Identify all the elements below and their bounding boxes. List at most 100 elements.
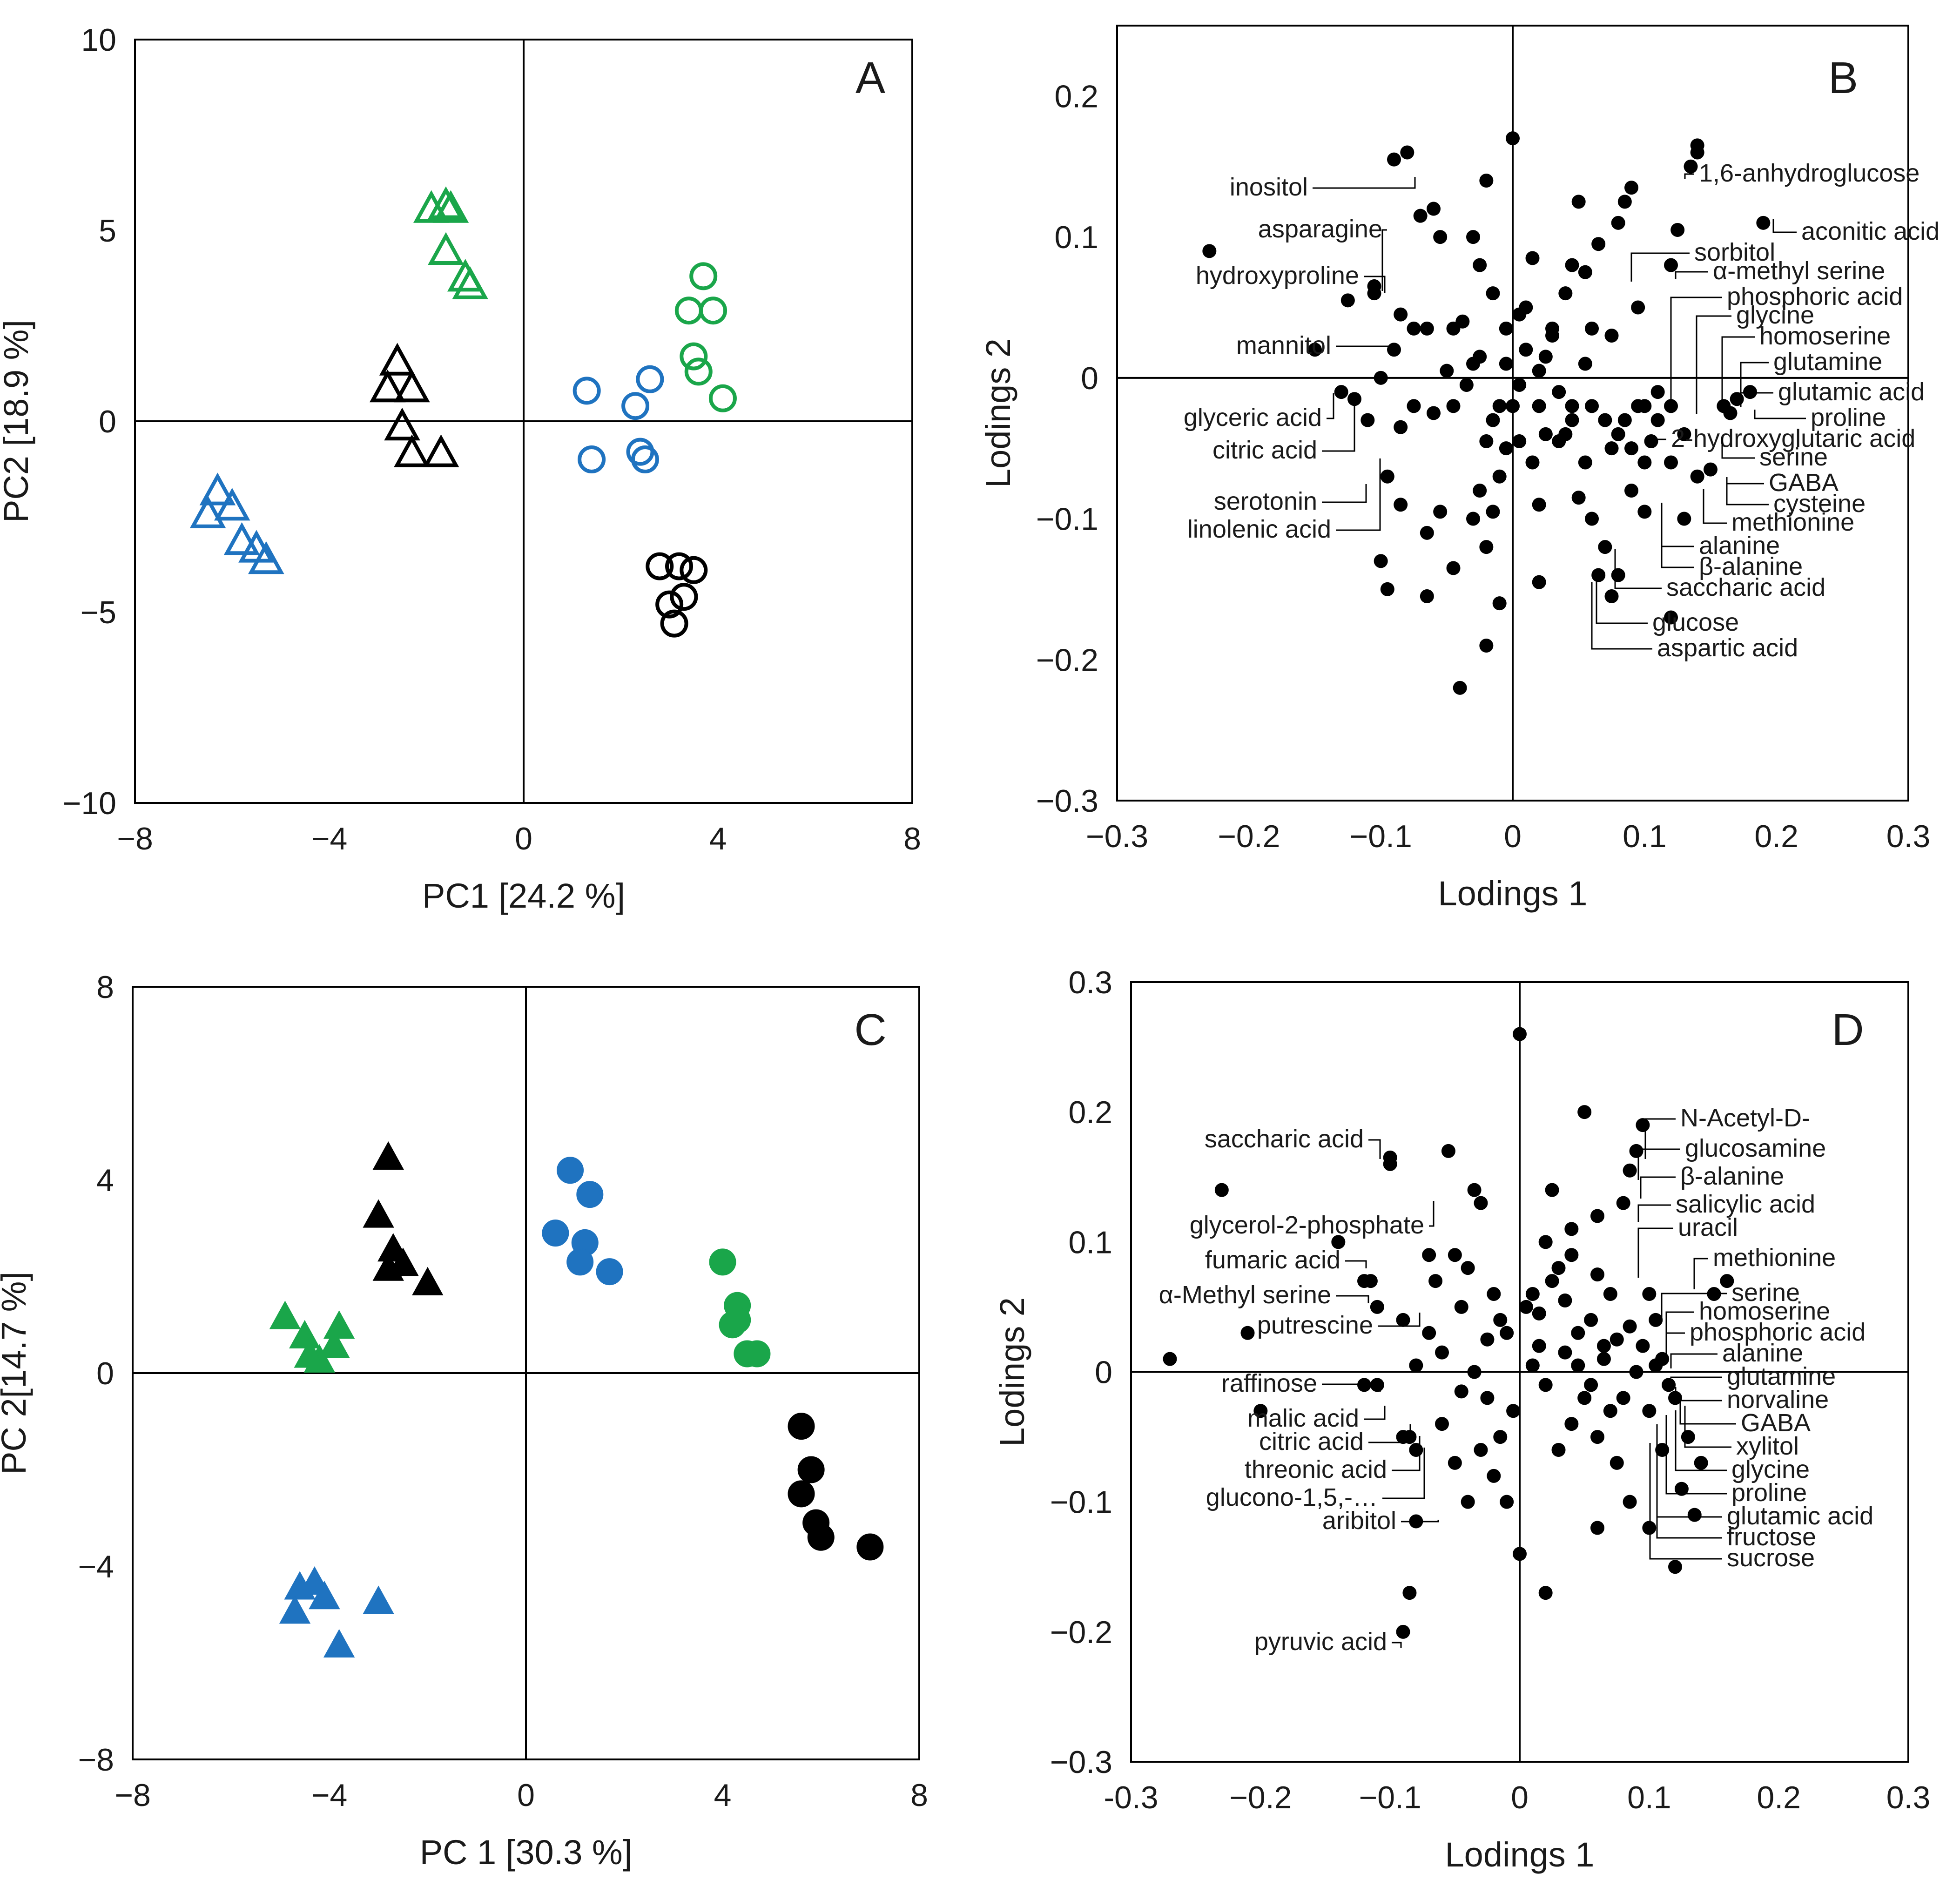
black-triangle-filled-point xyxy=(412,1267,444,1295)
point-label: alanine xyxy=(1699,532,1780,559)
black-circle-filled-point xyxy=(788,1480,815,1508)
loading-point xyxy=(1474,1443,1488,1457)
y-tick-label: −0.2 xyxy=(1036,642,1098,678)
label-leader-line xyxy=(1661,503,1694,547)
loading-point xyxy=(1479,639,1494,653)
blue-circle-open-point xyxy=(636,365,664,393)
green-triangle-filled-point xyxy=(318,1329,350,1358)
loading-point xyxy=(1525,251,1540,265)
loading-point xyxy=(1506,399,1520,413)
point-label: GABA xyxy=(1769,469,1839,497)
y-axis-title: Lodings 2 xyxy=(993,1297,1031,1447)
loading-point xyxy=(1433,505,1448,519)
loading-point xyxy=(1565,399,1579,413)
loading-point xyxy=(1604,441,1619,456)
loading-point xyxy=(1677,512,1691,526)
point-label: aspartic acid xyxy=(1657,634,1798,662)
loading-point xyxy=(1487,1469,1501,1483)
x-tick-label: −4 xyxy=(311,821,348,856)
loading-point xyxy=(1374,371,1388,385)
loading-point xyxy=(1604,329,1619,343)
label-leader-line xyxy=(1665,1311,1694,1336)
loading-point xyxy=(1687,1508,1702,1522)
x-tick-label: −8 xyxy=(115,1778,151,1813)
blue-triangle-open-point xyxy=(223,522,260,555)
point-label: serine xyxy=(1731,1279,1800,1307)
loading-point xyxy=(1603,1404,1617,1418)
loading-point xyxy=(1493,1313,1508,1327)
black-triangle-open-point xyxy=(379,343,416,376)
green-triangle-open-point xyxy=(413,190,450,223)
point-label: alanine xyxy=(1722,1339,1803,1367)
loading-point xyxy=(1598,413,1612,427)
loading-point xyxy=(1519,1300,1533,1314)
point-label: glucose xyxy=(1652,608,1739,636)
loading-point xyxy=(1538,350,1553,364)
point-label: inositol xyxy=(1230,173,1308,201)
black-circle-filled-point xyxy=(797,1456,825,1483)
loading-point xyxy=(1448,1455,1462,1470)
label-leader-line xyxy=(1630,252,1690,282)
loading-point xyxy=(1591,568,1606,582)
label-leader-line xyxy=(1675,1410,1727,1471)
blue-triangle-open-point xyxy=(189,495,226,528)
green-circle-open-point xyxy=(674,296,703,325)
loading-point xyxy=(1479,174,1494,188)
loading-point xyxy=(1571,1326,1585,1340)
point-label: malic acid xyxy=(1247,1404,1359,1432)
y-axis-title: PC 2[14.7 %] xyxy=(0,1272,33,1475)
x-tick-label: 0.1 xyxy=(1627,1780,1671,1815)
loading-point xyxy=(1479,540,1494,554)
blue-circle-open-point xyxy=(631,445,659,473)
x-tick-label: 0 xyxy=(515,821,532,856)
loading-point xyxy=(1664,455,1678,470)
green-circle-filled-point xyxy=(709,1248,736,1276)
panel-c: −8 −4 0 4 8 −8 −4 0 4 8 PC 1 [30.3 %] PC 2[14.7 %] C xyxy=(0,970,928,1872)
loading-point xyxy=(1564,1417,1579,1431)
loading-point xyxy=(1681,1430,1695,1444)
label-leader-line xyxy=(1684,173,1694,179)
black-triangle-open-point xyxy=(384,407,420,441)
loading-point xyxy=(1623,1163,1637,1178)
label-leader-line xyxy=(1670,1376,1722,1378)
loading-point xyxy=(1668,1560,1682,1574)
loading-point xyxy=(1340,293,1355,308)
point-label: mannitol xyxy=(1236,331,1331,359)
point-label: 2-hydroxyglutaric acid xyxy=(1671,424,1915,452)
loading-point xyxy=(1413,209,1428,223)
point-label: methionine xyxy=(1731,508,1854,536)
panel-letter: A xyxy=(855,53,885,103)
loading-point xyxy=(1590,1267,1604,1282)
y-tick-label: 0 xyxy=(99,404,116,439)
green-circle-open-point xyxy=(699,296,727,325)
loading-point xyxy=(1361,413,1375,427)
green-circle-open-point xyxy=(680,342,708,371)
point-label: citric acid xyxy=(1259,1428,1364,1455)
loading-point xyxy=(1532,1306,1546,1321)
loading-point xyxy=(1500,1326,1514,1340)
loading-point xyxy=(1513,1547,1527,1561)
loading-point xyxy=(1486,286,1500,301)
point-label: saccharic acid xyxy=(1205,1125,1364,1153)
loading-point xyxy=(1461,1261,1475,1275)
loading-point xyxy=(1610,1332,1624,1347)
loading-point xyxy=(1493,1430,1508,1444)
loading-point xyxy=(1532,399,1546,413)
loading-point xyxy=(1380,582,1394,596)
loading-point xyxy=(1538,1586,1553,1600)
black-triangle-filled-point xyxy=(387,1247,419,1276)
point-label: phosphoric acid xyxy=(1690,1318,1866,1346)
loading-point xyxy=(1486,505,1500,519)
loading-point xyxy=(1616,1196,1630,1210)
label-leader-line xyxy=(1336,1295,1369,1303)
y-tick-label: −0.2 xyxy=(1050,1615,1112,1650)
loading-point xyxy=(1616,1391,1630,1405)
point-label: citric acid xyxy=(1212,436,1317,464)
point-label: α-methyl serine xyxy=(1713,257,1885,285)
label-leader-line xyxy=(1596,577,1648,624)
loading-point xyxy=(1624,181,1638,195)
loading-point xyxy=(1545,329,1559,343)
loading-point xyxy=(1387,152,1401,167)
loading-point xyxy=(1611,216,1625,230)
